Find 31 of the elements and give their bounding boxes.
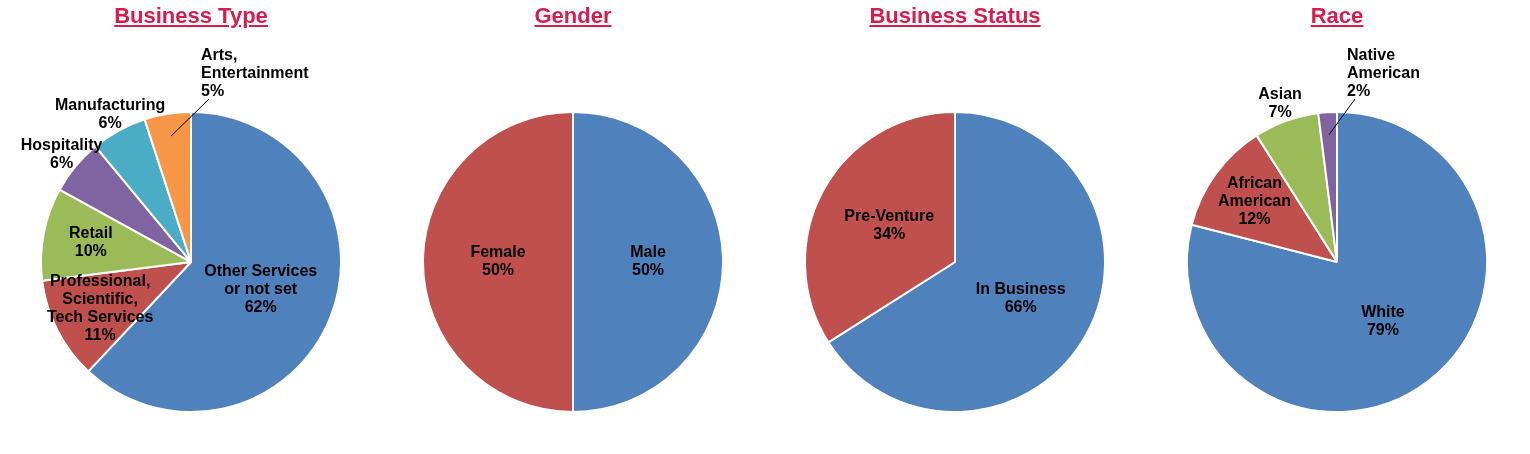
data-label: 10%	[74, 242, 107, 260]
slice-label: Arts, Entertainment	[201, 46, 310, 82]
data-label: 2%	[1347, 82, 1371, 100]
slice-label: Hospitality	[20, 136, 103, 154]
slice-label: Male	[630, 243, 666, 261]
slice-label: White	[1361, 302, 1405, 320]
slice-label: African American	[1218, 174, 1291, 210]
slice-label: In Business	[975, 279, 1066, 297]
slice-label: Manufacturing	[54, 96, 166, 114]
slice-label: Retail	[69, 224, 113, 242]
data-label: 50%	[631, 261, 665, 279]
slice-label: Pre-Venture	[844, 207, 935, 225]
data-label: 6%	[49, 154, 74, 172]
chart-title: Race	[1309, 2, 1365, 30]
data-label: 62%	[244, 298, 277, 316]
data-label: 79%	[1366, 320, 1399, 338]
data-label: 66%	[1004, 297, 1037, 315]
chart-title: Business Status	[868, 2, 1042, 30]
slice-label: Female	[470, 243, 526, 261]
data-label: 12%	[1238, 210, 1271, 228]
data-label: 5%	[201, 82, 225, 100]
data-label: 6%	[98, 114, 122, 132]
data-label: 34%	[873, 225, 906, 243]
slice-label: Native American	[1347, 46, 1420, 82]
data-label: 11%	[84, 325, 116, 343]
data-label: 50%	[481, 261, 515, 279]
chart-title: Gender	[533, 2, 613, 30]
slice-label: Other Services or not set	[204, 262, 318, 298]
chart-title: Business Type	[113, 2, 269, 30]
slice-label: Asian	[1258, 85, 1302, 103]
data-label: 7%	[1268, 103, 1292, 121]
